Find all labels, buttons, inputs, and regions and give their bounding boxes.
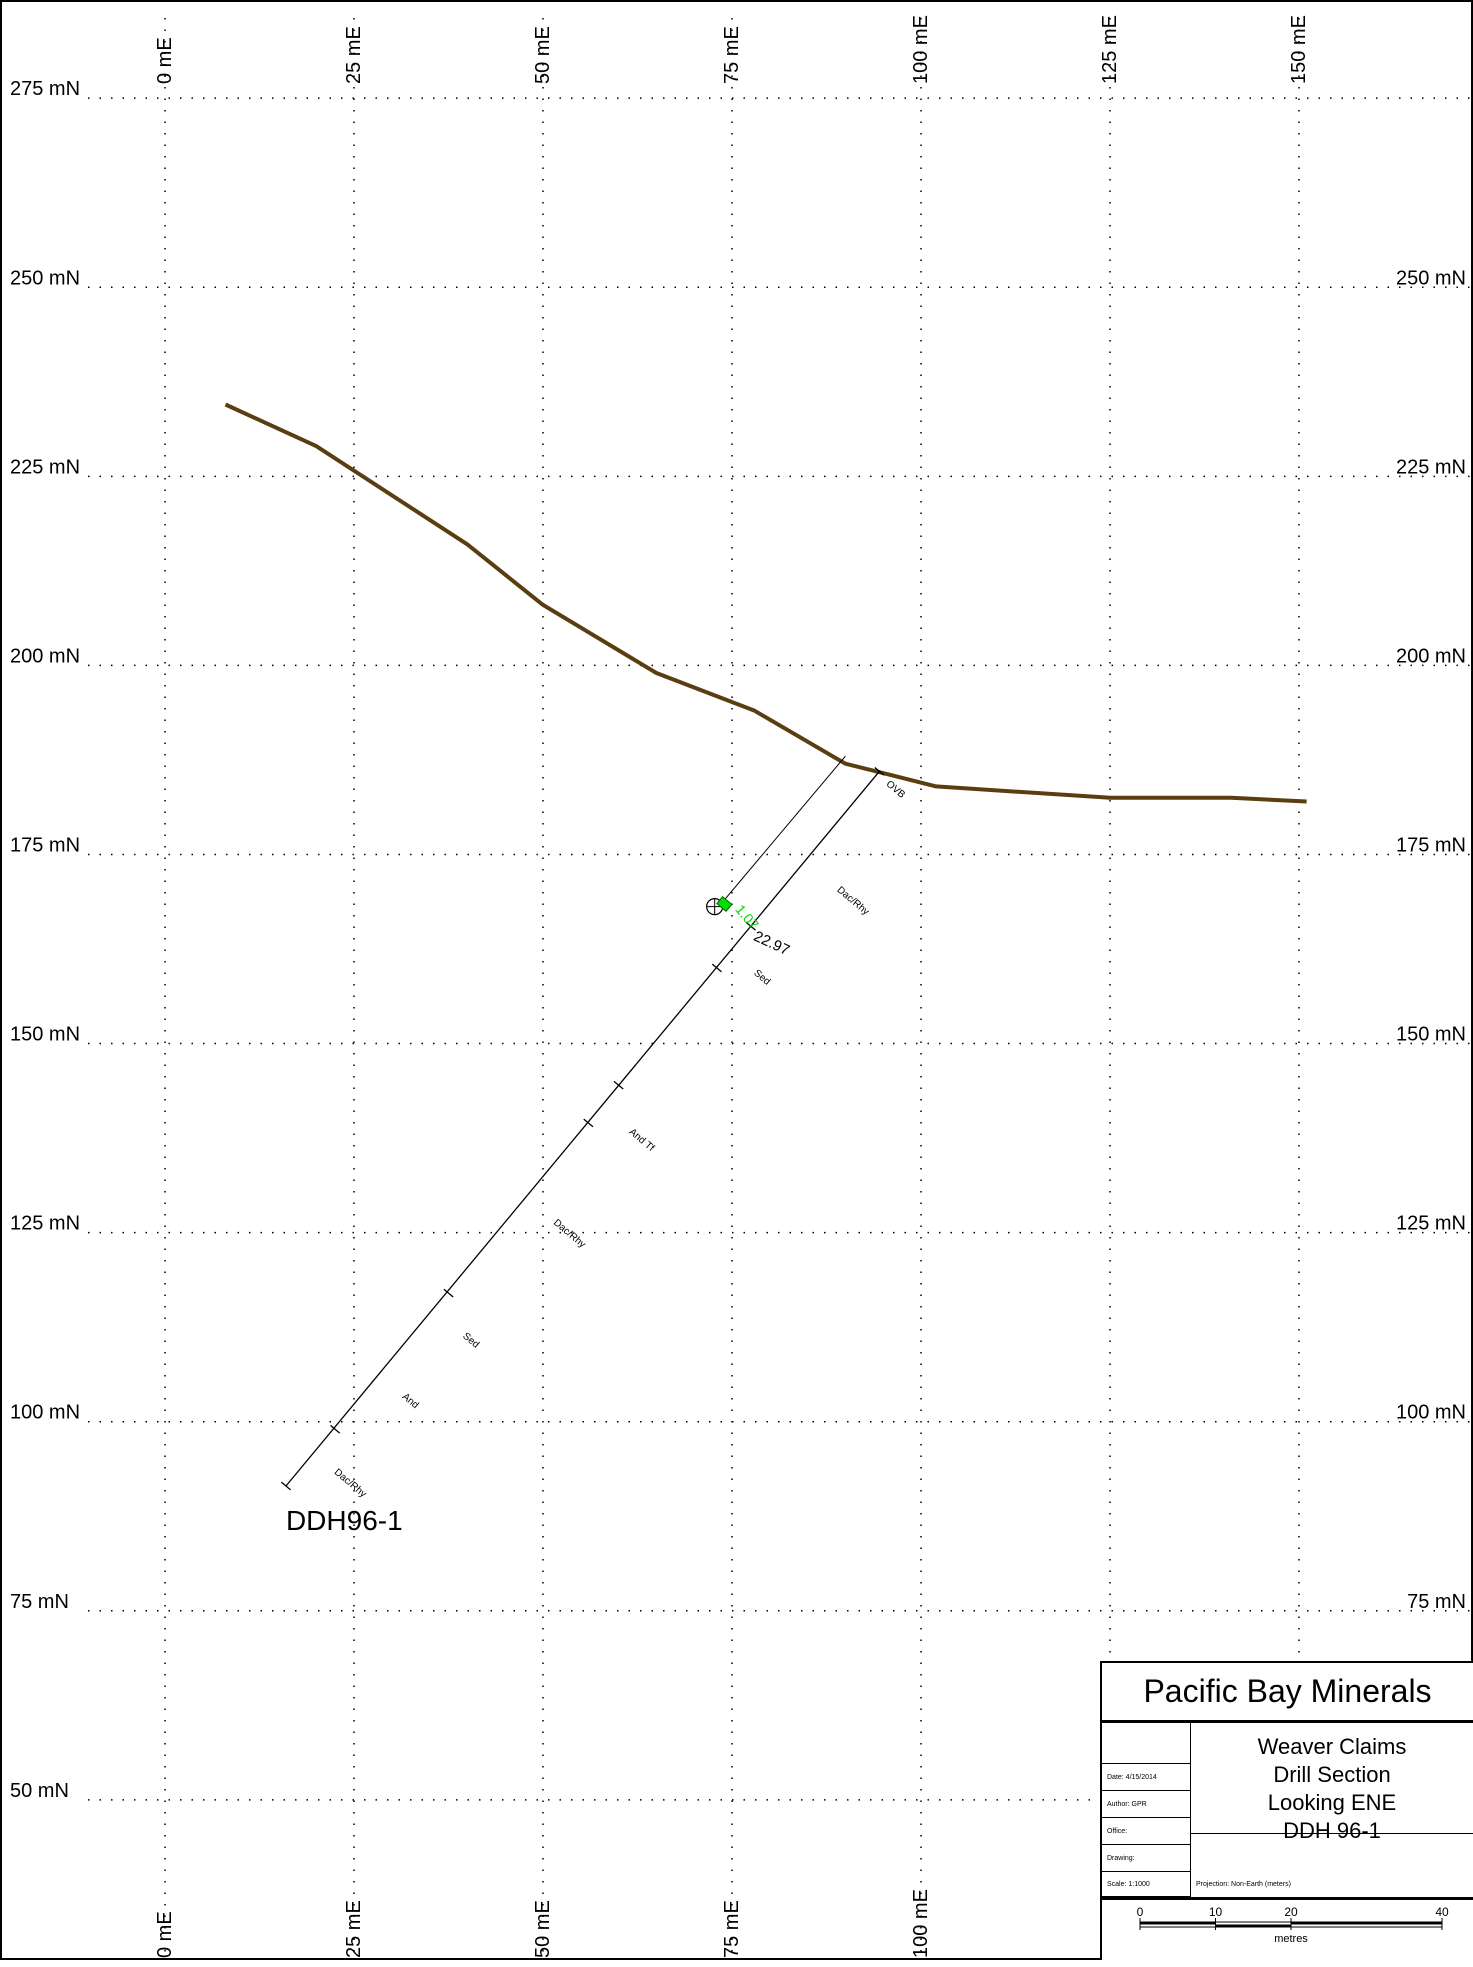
title-block: Pacific Bay Minerals Date: 4/15/2014 Aut… xyxy=(1100,1661,1473,1960)
easting-label-bottom: 100 mE xyxy=(910,1889,932,1958)
drawing-field: Drawing: xyxy=(1102,1845,1191,1872)
easting-label-top: 125 mE xyxy=(1099,15,1121,84)
contact-tick xyxy=(330,1424,341,1434)
lithology-label: OVB xyxy=(884,779,908,801)
easting-label-bottom: 25 mE xyxy=(343,1900,365,1958)
scalebar-segment xyxy=(1140,1922,1216,1925)
title-line-type: Drill Section xyxy=(1273,1762,1391,1787)
easting-label-bottom: 50 mE xyxy=(532,1900,554,1958)
contact-tick xyxy=(443,1288,454,1298)
northing-label-left: 225 mN xyxy=(10,456,80,478)
scale-field: Scale: 1:1000 xyxy=(1102,1872,1191,1897)
northing-label-right: 200 mN xyxy=(1396,645,1466,667)
drill-hole-trace xyxy=(285,770,880,1487)
drill-hole-offset-trace xyxy=(724,755,846,901)
axis-label-layer: 0 mE 0 mE 25 mE 25 mE 50 mE 50 mE 75 mE 75 mE 10… xyxy=(10,15,1466,1960)
contact-tick xyxy=(711,963,722,973)
scalebar-tick-label: 40 xyxy=(1435,1905,1449,1919)
northing-label-right: 125 mN xyxy=(1396,1213,1466,1235)
easting-label-top: 75 mE xyxy=(721,26,743,84)
lithology-label: Sed xyxy=(460,1331,481,1351)
scale-bar-graphic: 0 10 20 40 metres xyxy=(1137,1905,1449,1945)
northing-label-left: 150 mN xyxy=(10,1024,80,1046)
title-line-hole: DDH 96-1 xyxy=(1283,1818,1381,1843)
northing-label-right: 100 mN xyxy=(1396,1402,1466,1424)
title-line-view: Looking ENE xyxy=(1267,1790,1397,1815)
scalebar-unit-label: metres xyxy=(1274,1933,1308,1945)
lithology-label: Dac/Rhy xyxy=(551,1217,587,1250)
grid-layer xyxy=(88,18,1473,1960)
author-field: Author: GPR xyxy=(1102,1791,1191,1818)
northing-label-right: 225 mN xyxy=(1396,456,1466,478)
drawing-title: Weaver Claims Drill Section Looking ENE … xyxy=(1191,1723,1473,1843)
drill-hole-layer: OVB Dac/Rhy Sed And Tf Dac/Rhy Sed And Dac/Rhy D… xyxy=(280,755,908,1536)
drill-hole-name: DDH96-1 xyxy=(286,1505,403,1536)
easting-label-top: 100 mE xyxy=(910,15,932,84)
northing-label-left: 175 mN xyxy=(10,834,80,856)
northing-label-right: 150 mN xyxy=(1396,1024,1466,1046)
scalebar-tick-label: 10 xyxy=(1209,1905,1223,1919)
lithology-label: Sed xyxy=(751,968,772,988)
northing-label-left: 200 mN xyxy=(10,645,80,667)
northing-label-right: 75 mN xyxy=(1407,1591,1466,1613)
lithology-label: And xyxy=(400,1391,421,1411)
northing-label-left: 100 mN xyxy=(10,1402,80,1424)
contact-tick xyxy=(745,921,756,931)
northing-label-left: 275 mN xyxy=(10,78,80,100)
contact-tick xyxy=(874,766,885,776)
contact-tick xyxy=(613,1080,624,1090)
scalebar-segment xyxy=(1215,1924,1291,1927)
title-info-column: Date: 4/15/2014 Author: GPR Office: Draw… xyxy=(1102,1723,1191,1872)
topography-line xyxy=(224,402,1307,804)
sample-marker xyxy=(716,896,733,913)
northing-label-left: 75 mN xyxy=(10,1591,69,1613)
scalebar-tick-label: 0 xyxy=(1137,1905,1144,1919)
lithology-label: Dac/Rhy xyxy=(835,885,871,918)
easting-label-top: 50 mE xyxy=(532,26,554,84)
sample-depth-label: 22.97 xyxy=(751,928,792,959)
easting-label-top: 150 mE xyxy=(1288,15,1310,84)
northing-label-left: 50 mN xyxy=(10,1780,69,1802)
northing-label-left: 125 mN xyxy=(10,1213,80,1235)
projection-field: Projection: Non-Earth (meters) xyxy=(1196,1881,1291,1888)
contact-tick xyxy=(583,1118,594,1128)
lithology-label: And Tf xyxy=(627,1127,657,1154)
scale-bar: 0 10 20 40 metres xyxy=(1102,1897,1473,1962)
title-line-project: Weaver Claims xyxy=(1257,1734,1407,1759)
company-name: Pacific Bay Minerals xyxy=(1102,1663,1473,1723)
topography-layer xyxy=(224,402,1307,804)
northing-label-right: 175 mN xyxy=(1396,834,1466,856)
northing-label-left: 250 mN xyxy=(10,267,80,289)
scalebar-tick-label: 20 xyxy=(1284,1905,1298,1919)
northing-label-right: 250 mN xyxy=(1396,267,1466,289)
easting-label-bottom: 75 mE xyxy=(721,1900,743,1958)
date-field: Date: 4/15/2014 xyxy=(1102,1764,1191,1791)
scalebar-segment xyxy=(1291,1922,1442,1925)
easting-label-top: 0 mE xyxy=(154,37,176,84)
blank-cell xyxy=(1102,1723,1191,1764)
lithology-label: Dac/Rhy xyxy=(332,1467,368,1500)
contact-tick xyxy=(280,1481,291,1491)
office-field: Office: xyxy=(1102,1818,1191,1845)
easting-label-top: 25 mE xyxy=(343,26,365,84)
easting-label-bottom: 0 mE xyxy=(154,1911,176,1958)
